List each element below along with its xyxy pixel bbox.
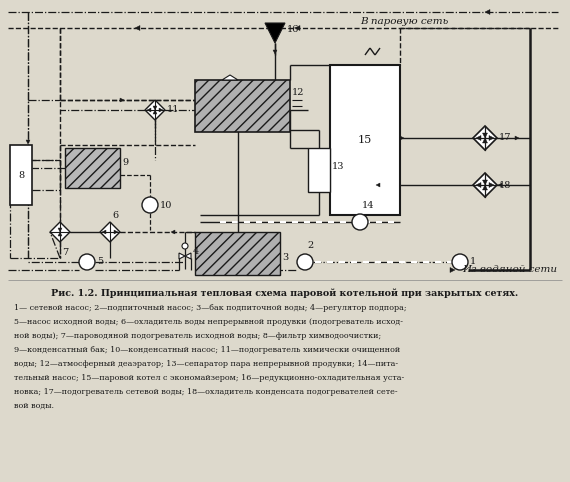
Circle shape — [452, 254, 468, 270]
Polygon shape — [473, 173, 497, 197]
Text: 8: 8 — [18, 171, 24, 179]
Polygon shape — [135, 26, 140, 30]
Polygon shape — [159, 108, 163, 112]
Circle shape — [297, 254, 313, 270]
Bar — [330, 65, 400, 215]
Polygon shape — [303, 259, 308, 265]
Text: Рис. 1.2. Принципиальная тепловая схема паровой котельной при закрытых сетях.: Рис. 1.2. Принципиальная тепловая схема … — [51, 288, 519, 297]
Polygon shape — [58, 228, 62, 232]
Text: 12: 12 — [292, 88, 304, 97]
Polygon shape — [273, 50, 277, 54]
Polygon shape — [100, 222, 120, 242]
Text: 1: 1 — [470, 257, 477, 267]
Polygon shape — [102, 230, 106, 234]
Text: 14: 14 — [362, 201, 374, 210]
Polygon shape — [489, 135, 494, 140]
Polygon shape — [153, 110, 157, 114]
Text: Из водяной сети: Из водяной сети — [462, 266, 557, 275]
Text: воды; 12—атмосферный деаэратор; 13—сепаратор пара непрерывной продувки; 14—пита-: воды; 12—атмосферный деаэратор; 13—сепар… — [14, 360, 398, 368]
Text: 5: 5 — [97, 257, 103, 267]
Polygon shape — [400, 136, 404, 140]
Polygon shape — [482, 185, 487, 190]
Polygon shape — [120, 98, 124, 102]
Bar — [308, 148, 330, 192]
Polygon shape — [58, 232, 62, 236]
Text: 9: 9 — [122, 158, 128, 167]
Polygon shape — [482, 138, 487, 143]
Polygon shape — [148, 202, 153, 208]
Circle shape — [142, 197, 158, 213]
Polygon shape — [179, 253, 185, 259]
Text: 9—конденсатный бак; 10—конденсатный насос; 11—подогреватель химически очищенной: 9—конденсатный бак; 10—конденсатный насо… — [14, 346, 400, 354]
Polygon shape — [485, 10, 490, 14]
Polygon shape — [145, 100, 165, 120]
Text: ной воды); 7—пароводяной подогреватель исходной воды; 8—фильтр химводоочистки;: ной воды); 7—пароводяной подогреватель и… — [14, 332, 381, 340]
Bar — [195, 232, 280, 275]
Polygon shape — [147, 108, 151, 112]
Text: В паровую сеть: В паровую сеть — [360, 17, 448, 27]
Polygon shape — [482, 180, 487, 185]
Text: вой воды.: вой воды. — [14, 402, 54, 410]
Bar — [195, 80, 290, 132]
Text: новка; 17—подогреватель сетевой воды; 18—охладитель конденсата подогревателей се: новка; 17—подогреватель сетевой воды; 18… — [14, 388, 398, 396]
Text: 10: 10 — [160, 201, 172, 210]
Text: 7: 7 — [62, 248, 68, 257]
Circle shape — [182, 243, 188, 249]
Polygon shape — [357, 219, 363, 225]
Polygon shape — [295, 26, 300, 30]
Polygon shape — [222, 75, 238, 80]
Polygon shape — [489, 183, 494, 187]
Polygon shape — [515, 136, 519, 140]
Text: 6: 6 — [112, 211, 118, 220]
Polygon shape — [498, 183, 502, 187]
Polygon shape — [171, 230, 175, 234]
Text: тельный насос; 15—паровой котел с экономайзером; 16—редукционно-охладительная ус: тельный насос; 15—паровой котел с эконом… — [14, 374, 404, 382]
Polygon shape — [473, 126, 497, 150]
Text: 1— сетевой насос; 2—подпиточный насос; 3—бак подпиточной воды; 4—регулятор подпо: 1— сетевой насос; 2—подпиточный насос; 3… — [14, 304, 406, 312]
Polygon shape — [153, 106, 157, 110]
Text: 17: 17 — [499, 134, 511, 143]
Text: 2: 2 — [307, 241, 314, 250]
Text: 5—насос исходной воды; 6—охладитель воды непрерывной продувки (подогреватель исх: 5—насос исходной воды; 6—охладитель воды… — [14, 318, 403, 326]
Polygon shape — [476, 183, 481, 187]
Polygon shape — [114, 230, 118, 234]
Polygon shape — [458, 259, 463, 265]
Text: 11: 11 — [167, 106, 180, 115]
Polygon shape — [450, 268, 455, 272]
Text: 18: 18 — [499, 180, 511, 189]
Polygon shape — [26, 140, 30, 144]
Bar — [10, 145, 32, 205]
Polygon shape — [265, 23, 285, 43]
Polygon shape — [482, 133, 487, 138]
Polygon shape — [185, 253, 191, 259]
Circle shape — [352, 214, 368, 230]
Text: 3: 3 — [282, 254, 288, 263]
Polygon shape — [50, 222, 70, 242]
Polygon shape — [84, 259, 90, 265]
Text: 16: 16 — [287, 26, 299, 35]
Circle shape — [79, 254, 95, 270]
Polygon shape — [476, 135, 481, 140]
Text: 13: 13 — [332, 162, 344, 171]
Text: 4: 4 — [193, 247, 200, 256]
Bar — [65, 148, 120, 188]
Polygon shape — [376, 183, 380, 187]
Text: 15: 15 — [358, 135, 372, 145]
